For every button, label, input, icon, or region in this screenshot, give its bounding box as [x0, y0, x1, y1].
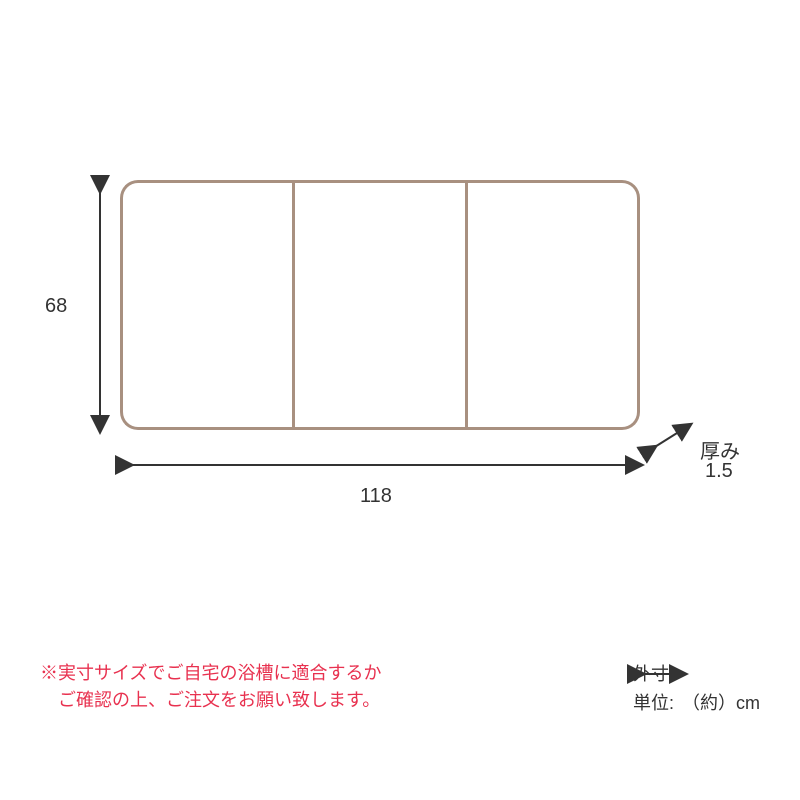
panel-left — [120, 180, 292, 430]
diagram-canvas: 68 118 厚み 1.5 ※実寸サイズでご自宅の浴槽に適合するか ご確認の上、… — [0, 0, 800, 800]
legend-row-2: 単位: （約）cm — [633, 689, 760, 718]
thickness-arrow — [645, 420, 695, 460]
legend-value-2: （約）cm — [682, 689, 760, 718]
legend: 外寸: 単位: （約）cm — [633, 660, 760, 718]
thickness-label-2: 1.5 — [705, 460, 733, 483]
note-line-1: ※実寸サイズでご自宅の浴槽に適合するか — [40, 660, 381, 687]
legend-arrow-icon — [633, 667, 683, 681]
panel-group — [120, 180, 640, 430]
width-label: 118 — [360, 485, 392, 508]
legend-label-2: 単位: — [633, 689, 674, 718]
panel-middle — [292, 180, 467, 430]
height-label: 68 — [45, 295, 67, 318]
note-text: ※実寸サイズでご自宅の浴槽に適合するか ご確認の上、ご注文をお願い致します。 — [40, 660, 381, 714]
width-arrow — [120, 455, 640, 475]
height-arrow — [90, 180, 110, 430]
panel-right — [468, 180, 640, 430]
note-line-2: ご確認の上、ご注文をお願い致します。 — [40, 687, 381, 714]
legend-row-1: 外寸: — [633, 660, 760, 689]
